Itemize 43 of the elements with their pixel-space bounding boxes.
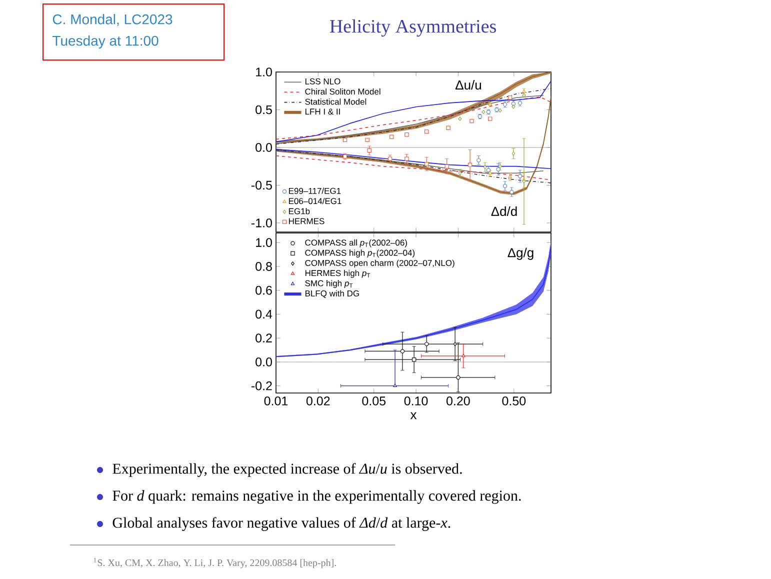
legend-label: Statistical Model (305, 98, 366, 105)
annotation: Δg/g (508, 248, 534, 260)
y-tick-label: -0.5 (251, 180, 272, 190)
text: Global analyses favor negative values of Δd/d at large-x. (112, 517, 450, 531)
y-tick-label: 0.6 (256, 286, 272, 295)
x-tick-label: 0.10 (404, 396, 428, 406)
legend-label: EG1b (288, 208, 310, 214)
x-tick-label: 0.01 (264, 396, 288, 406)
legend-label: LSS NLO (305, 78, 340, 84)
y-tick-label: 1.0 (256, 238, 272, 247)
x-axis-title: x (410, 412, 417, 420)
x-tick-label: 0.02 (306, 396, 330, 406)
x-tick-label: 0.50 (502, 396, 526, 406)
y-tick-label: -1.0 (251, 218, 272, 228)
legend-label: COMPASS high p$_{T}$(2002–04) (305, 250, 415, 258)
y-tick-label: 0.5 (256, 105, 272, 114)
text: Tuesday at 11:00 (52, 35, 158, 49)
legend-label: Chiral Soliton Model (305, 88, 380, 95)
annotation: Δd/d (491, 206, 517, 216)
text: C. Mondal, LC2023 (52, 14, 172, 26)
y-tick-label: 1.0 (256, 68, 272, 76)
y-tick-label: 0.2 (256, 334, 272, 343)
legend-label: COMPASS all p$_{T}$(2002–06) (305, 239, 407, 248)
text: $^{1}$S. Xu, CM, X. Zhao, Y. Li, J. P. Vary, 2209.08584 [hep-ph]. (94, 558, 336, 568)
legend-label: SMC high p$_{T}$ (305, 280, 353, 288)
legend-label: BLFQ with DG (305, 290, 359, 298)
legend-label: HERMES (288, 218, 324, 224)
x-tick-label: 0.20 (446, 396, 470, 406)
legend-label: HERMES high p$_{T}$ (305, 270, 370, 278)
y-tick-label: 0.8 (256, 262, 272, 271)
x-tick-label: 0.05 (362, 396, 386, 406)
text: Helicity Asymmetries (330, 19, 496, 37)
legend-label: E99–117/EG1 (288, 188, 341, 194)
text: Experimentally, the expected increase of Δu/u is observed. (112, 463, 462, 477)
annotation: Δu/u (456, 80, 482, 90)
legend-label: LFH I & II (305, 108, 340, 115)
legend-label: E06–014/EG1 (288, 198, 342, 204)
text: For d quark: remains negative in the experimentally covered region. (112, 490, 521, 504)
y-tick-label: 0.0 (256, 358, 272, 366)
legend-label: COMPASS open charm (2002–07,NLO) (305, 260, 454, 268)
y-tick-label: 0.0 (256, 143, 272, 152)
y-tick-label: 0.4 (256, 310, 272, 319)
y-tick-label: -0.2 (251, 381, 272, 390)
